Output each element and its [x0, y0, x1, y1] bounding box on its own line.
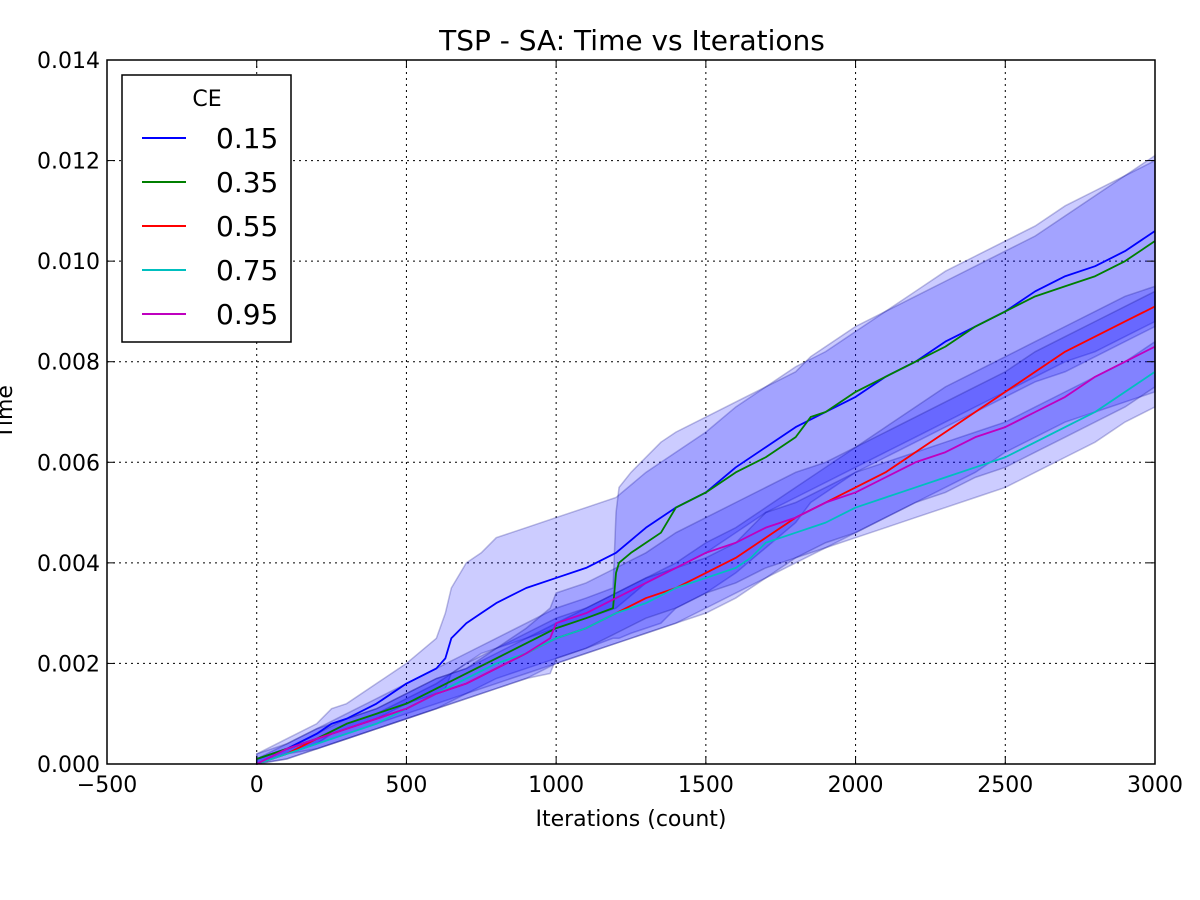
legend-label: 0.15 [216, 122, 278, 155]
legend-label: 0.95 [216, 298, 278, 331]
legend-title: CE [192, 87, 221, 112]
series-line-0.95 [256, 345, 1156, 765]
y-tick-label: 0.010 [37, 250, 100, 275]
y-tick-label: 0.004 [37, 552, 100, 577]
x-tick-label: 1500 [678, 773, 734, 798]
y-tick-label: 0.002 [37, 652, 100, 677]
y-tick-label: 0.000 [37, 753, 100, 778]
legend-entries: 0.15 0.35 0.55 0.75 0.95 [142, 122, 278, 331]
x-tick-label: 3000 [1127, 773, 1183, 798]
plot-area-frame [106, 59, 1156, 765]
legend-label: 0.55 [216, 210, 278, 243]
series-line-0.35 [256, 240, 1156, 760]
y-tick-label: 0.012 [37, 150, 100, 175]
legend-label: 0.35 [216, 166, 278, 199]
x-tick-label: 2000 [828, 773, 884, 798]
legend-frame [121, 74, 292, 343]
y-tick-label: 0.006 [37, 451, 100, 476]
x-tick-label: 0 [250, 773, 264, 798]
x-axis-label: Iterations (count) [535, 807, 726, 832]
x-tick-label: −500 [77, 773, 137, 798]
axis-ticks: −500 0 500 1000 1500 2000 2500 3000 0.000 0.002 0.… [37, 49, 1183, 798]
legend: CE 0.15 0.35 0.55 0.75 0.95 [121, 74, 292, 343]
series-lines [256, 230, 1156, 765]
x-tick-label: 1000 [528, 773, 584, 798]
x-tick-label: 2500 [977, 773, 1033, 798]
y-axis-label: Time [0, 385, 18, 440]
y-tick-label: 0.014 [37, 49, 100, 74]
y-tick-label: 0.008 [37, 351, 100, 376]
legend-label: 0.75 [216, 254, 278, 287]
x-tick-label: 500 [385, 773, 427, 798]
chart-title: TSP - SA: Time vs Iterations [438, 24, 825, 57]
